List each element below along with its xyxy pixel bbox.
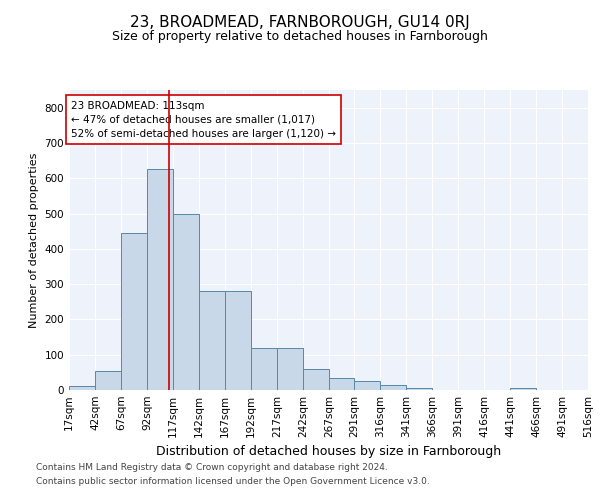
Text: Contains HM Land Registry data © Crown copyright and database right 2024.: Contains HM Land Registry data © Crown c… <box>36 462 388 471</box>
Bar <box>225 291 251 390</box>
Bar <box>251 348 277 390</box>
Bar <box>329 378 354 390</box>
Y-axis label: Number of detached properties: Number of detached properties <box>29 152 39 328</box>
Bar <box>354 381 380 390</box>
Bar <box>69 386 95 390</box>
Text: 23 BROADMEAD: 113sqm
← 47% of detached houses are smaller (1,017)
52% of semi-de: 23 BROADMEAD: 113sqm ← 47% of detached h… <box>71 100 336 138</box>
Text: 23, BROADMEAD, FARNBOROUGH, GU14 0RJ: 23, BROADMEAD, FARNBOROUGH, GU14 0RJ <box>130 15 470 30</box>
X-axis label: Distribution of detached houses by size in Farnborough: Distribution of detached houses by size … <box>156 446 501 458</box>
Bar <box>406 388 432 390</box>
Bar <box>277 348 303 390</box>
Bar <box>199 291 225 390</box>
Bar <box>303 369 329 390</box>
Bar <box>121 233 147 390</box>
Bar <box>510 388 536 390</box>
Bar <box>147 170 173 390</box>
Text: Contains public sector information licensed under the Open Government Licence v3: Contains public sector information licen… <box>36 478 430 486</box>
Bar <box>380 384 406 390</box>
Text: Size of property relative to detached houses in Farnborough: Size of property relative to detached ho… <box>112 30 488 43</box>
Bar <box>95 370 121 390</box>
Bar <box>173 214 199 390</box>
